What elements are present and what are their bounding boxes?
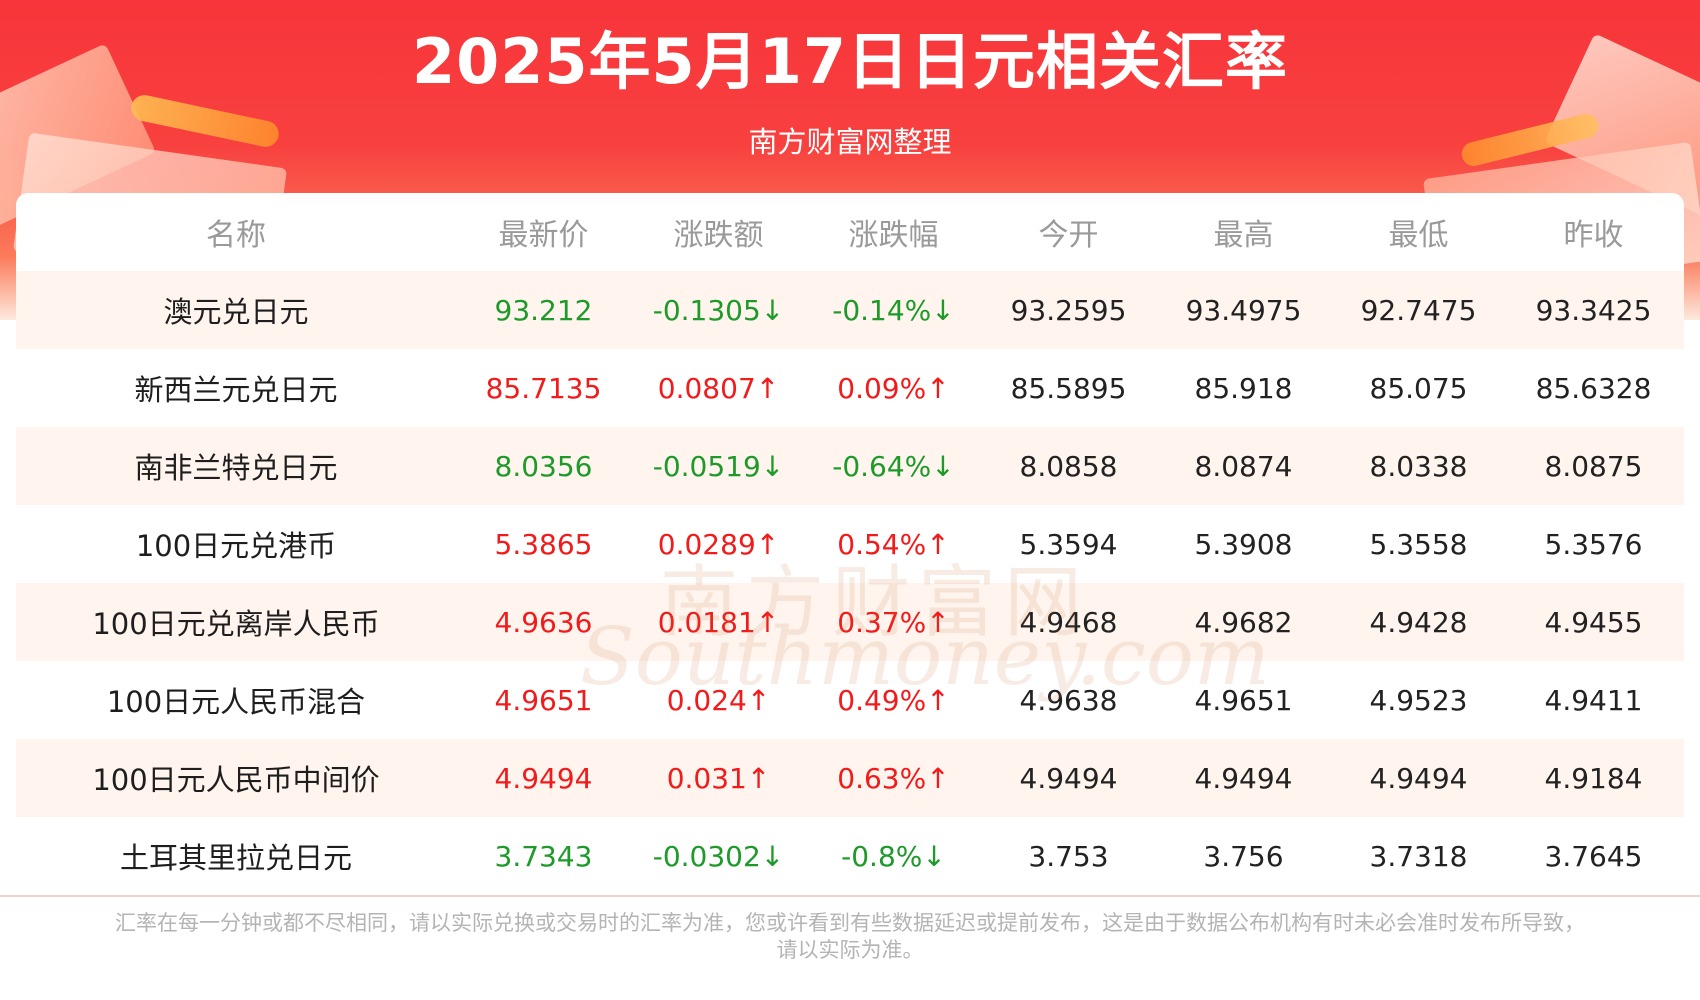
- page-title: 2025年5月17日日元相关汇率: [412, 25, 1288, 98]
- rate-low: 85.075: [1369, 371, 1468, 405]
- rate-high: 85.918: [1194, 371, 1293, 405]
- rate-open: 3.753: [1028, 839, 1109, 873]
- rate-prev-close: 8.0875: [1544, 449, 1643, 483]
- column-header-name: 名称: [206, 218, 266, 253]
- rate-open: 4.9468: [1019, 605, 1118, 639]
- rate-open: 93.2595: [1010, 293, 1127, 327]
- rate-name: 100日元兑离岸人民币: [92, 607, 380, 641]
- rate-name: 新西兰元兑日元: [134, 373, 338, 407]
- rate-latest: 4.9494: [494, 761, 593, 795]
- rate-change-pct: -0.8%↓: [841, 839, 946, 873]
- footer-divider: [0, 895, 1700, 897]
- rate-high: 4.9682: [1194, 605, 1293, 639]
- rate-prev-close: 4.9411: [1544, 683, 1643, 717]
- disclaimer-line-2: 请以实际为准。: [776, 938, 924, 962]
- rate-open: 4.9638: [1019, 683, 1118, 717]
- rate-prev-close: 3.7645: [1544, 839, 1643, 873]
- rate-latest: 4.9636: [494, 605, 593, 639]
- rate-low: 3.7318: [1369, 839, 1468, 873]
- rate-latest: 4.9651: [494, 683, 593, 717]
- rate-name: 南非兰特兑日元: [134, 451, 338, 485]
- rate-change-pct: -0.14%↓: [832, 293, 955, 327]
- column-header-latest: 最新价: [498, 218, 589, 253]
- rate-name: 澳元兑日元: [163, 295, 309, 329]
- rate-low: 4.9523: [1369, 683, 1468, 717]
- rate-open: 4.9494: [1019, 761, 1118, 795]
- table-header: 名称 最新价 涨跌额 涨跌幅 今开 最高 最低 昨收: [16, 193, 1684, 271]
- rate-prev-close: 85.6328: [1535, 371, 1652, 405]
- rate-high: 93.4975: [1185, 293, 1302, 327]
- rate-open: 8.0858: [1019, 449, 1118, 483]
- rate-change: 0.0289↑: [657, 527, 780, 561]
- rate-change-pct: 0.37%↑: [837, 605, 950, 639]
- rate-change: -0.0302↓: [652, 839, 785, 873]
- rate-name: 100日元人民币中间价: [92, 763, 380, 797]
- rate-change: -0.1305↓: [652, 293, 785, 327]
- rate-change-pct: -0.64%↓: [832, 449, 955, 483]
- rate-high: 3.756: [1203, 839, 1284, 873]
- table-row: 100日元兑港币 5.3865 0.0289↑ 0.54%↑ 5.3594 5.…: [16, 505, 1684, 583]
- table-row: 土耳其里拉兑日元 3.7343 -0.0302↓ -0.8%↓ 3.753 3.…: [16, 817, 1684, 895]
- rate-low: 8.0338: [1369, 449, 1468, 483]
- rate-name: 100日元人民币混合: [106, 685, 366, 719]
- rate-prev-close: 5.3576: [1544, 527, 1643, 561]
- page-subtitle: 南方财富网整理: [748, 125, 952, 159]
- table-row: 100日元人民币混合 4.9651 0.024↑ 0.49%↑ 4.9638 4…: [16, 661, 1684, 739]
- rate-low: 4.9428: [1369, 605, 1468, 639]
- rate-change-pct: 0.09%↑: [837, 371, 950, 405]
- rate-change: 0.024↑: [666, 683, 771, 717]
- rate-latest: 3.7343: [494, 839, 593, 873]
- rate-latest: 85.7135: [485, 371, 602, 405]
- rate-change: 0.0181↑: [657, 605, 780, 639]
- table-row: 100日元人民币中间价 4.9494 0.031↑ 0.63%↑ 4.9494 …: [16, 739, 1684, 817]
- disclaimer-line-1: 汇率在每一分钟或都不尽相同，请以实际兑换或交易时的汇率为准，您或许看到有些数据延…: [115, 911, 1585, 935]
- rate-change: 0.0807↑: [657, 371, 780, 405]
- column-header-high: 最高: [1213, 218, 1274, 253]
- rate-change-pct: 0.63%↑: [837, 761, 950, 795]
- rate-prev-close: 4.9455: [1544, 605, 1643, 639]
- rate-open: 85.5895: [1010, 371, 1127, 405]
- rate-high: 4.9494: [1194, 761, 1293, 795]
- rate-low: 4.9494: [1369, 761, 1468, 795]
- rate-prev-close: 93.3425: [1535, 293, 1652, 327]
- column-header-change: 涨跌额: [673, 218, 764, 253]
- table-row: 南非兰特兑日元 8.0356 -0.0519↓ -0.64%↓ 8.0858 8…: [16, 427, 1684, 505]
- column-header-prev: 昨收: [1563, 218, 1624, 253]
- rate-table-card: 名称 最新价 涨跌额 涨跌幅 今开 最高 最低 昨收 澳元兑日元 93.212 …: [16, 193, 1684, 895]
- rate-low: 92.7475: [1360, 293, 1477, 327]
- rate-name: 土耳其里拉兑日元: [119, 841, 352, 875]
- rate-open: 5.3594: [1019, 527, 1118, 561]
- rate-latest: 5.3865: [494, 527, 593, 561]
- rate-high: 4.9651: [1194, 683, 1293, 717]
- disclaimer: 汇率在每一分钟或都不尽相同，请以实际兑换或交易时的汇率为准，您或许看到有些数据延…: [60, 910, 1640, 964]
- rate-high: 8.0874: [1194, 449, 1293, 483]
- rate-change: -0.0519↓: [652, 449, 785, 483]
- rate-name: 100日元兑港币: [135, 529, 337, 563]
- table-body: 澳元兑日元 93.212 -0.1305↓ -0.14%↓ 93.2595 93…: [16, 271, 1684, 895]
- table-row: 新西兰元兑日元 85.7135 0.0807↑ 0.09%↑ 85.5895 8…: [16, 349, 1684, 427]
- rate-low: 5.3558: [1369, 527, 1468, 561]
- rate-change-pct: 0.54%↑: [837, 527, 950, 561]
- column-header-low: 最低: [1388, 218, 1449, 253]
- table-row: 100日元兑离岸人民币 4.9636 0.0181↑ 0.37%↑ 4.9468…: [16, 583, 1684, 661]
- rate-prev-close: 4.9184: [1544, 761, 1643, 795]
- column-header-open: 今开: [1038, 218, 1099, 253]
- rate-latest: 8.0356: [494, 449, 593, 483]
- table-row: 澳元兑日元 93.212 -0.1305↓ -0.14%↓ 93.2595 93…: [16, 271, 1684, 349]
- rate-high: 5.3908: [1194, 527, 1293, 561]
- rate-latest: 93.212: [494, 293, 593, 327]
- rate-change-pct: 0.49%↑: [837, 683, 950, 717]
- column-header-pct: 涨跌幅: [848, 218, 939, 253]
- rate-change: 0.031↑: [666, 761, 771, 795]
